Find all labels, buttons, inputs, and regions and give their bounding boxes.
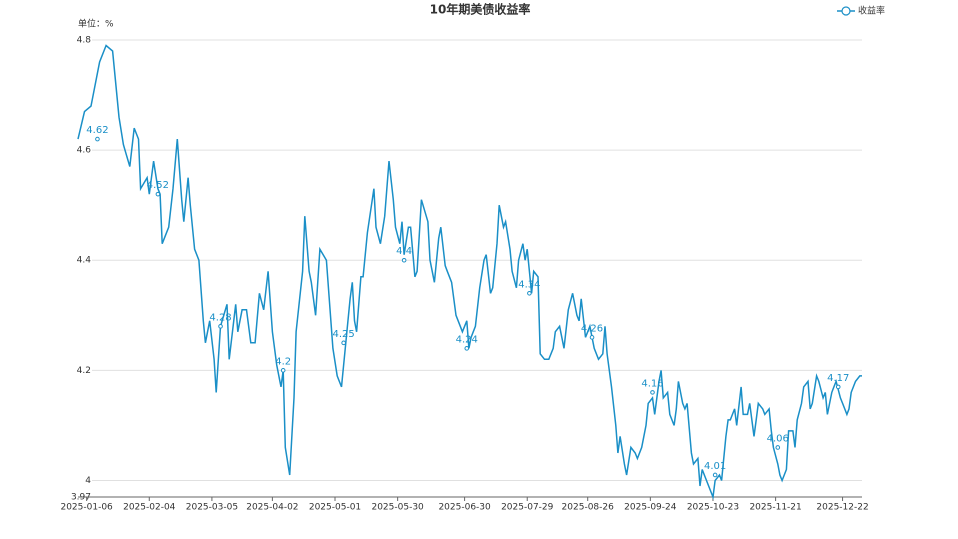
annotation-label: 4.26	[581, 323, 603, 334]
y-tick-label: 4.4	[77, 256, 92, 266]
annotation-marker	[650, 390, 655, 395]
annotation-marker	[280, 368, 286, 373]
x-tick-label: 2025-03-05	[186, 503, 238, 513]
annotation-label: 4.06	[767, 433, 789, 444]
annotation-marker	[589, 335, 595, 340]
line	[77, 44, 862, 500]
annotation-label: 4.52	[147, 180, 169, 191]
legend-label: 收益率	[858, 5, 885, 17]
annotation-marker	[401, 257, 407, 263]
x-tick-label: 2025-02-04	[123, 503, 176, 513]
annotation-marker	[95, 136, 100, 142]
x-tick-label: 2025-09-24	[624, 503, 677, 513]
annotation-marker	[712, 472, 718, 478]
unit-label: 单位：%	[78, 18, 114, 30]
x-tick-label: 2025-10-23	[687, 503, 739, 513]
annotation-label: 4.34	[518, 279, 540, 290]
chart-title: 10年期美债收益率	[430, 2, 531, 17]
annotation-label: 4.4	[396, 246, 412, 257]
x-tick-label: 2025-07-29	[501, 503, 554, 513]
annotation-marker	[835, 384, 841, 390]
x-tick-label: 2025-11-21	[749, 503, 801, 513]
annotation-label: 4.24	[456, 334, 478, 345]
y-tick-label: 4.6	[77, 146, 92, 156]
y-tick-label: 4.2	[77, 366, 91, 376]
annotation-label: 4.28	[209, 312, 231, 323]
x-tick-label: 2025-06-30	[438, 503, 491, 513]
x-tick-label: 2025-08-26	[562, 503, 615, 513]
annotation-marker	[464, 346, 470, 351]
y-tick-label: 4	[85, 476, 91, 486]
annotation-label: 4.2	[275, 356, 291, 367]
annotation-marker	[155, 191, 161, 197]
annotation-marker	[341, 340, 346, 346]
y-tick-label: 4.8	[77, 36, 92, 46]
annotation-label: 4.25	[333, 329, 355, 340]
annotation-label: 4.01	[704, 461, 726, 472]
annotation-label: 4.16	[641, 378, 663, 389]
x-tick-label: 2025-01-06	[60, 503, 113, 513]
x-tick-label: 2025-04-02	[246, 503, 298, 513]
legend-marker	[841, 6, 851, 16]
annotation-label: 4.17	[827, 373, 849, 384]
x-tick-label: 2025-12-22	[816, 503, 868, 513]
annotation-marker	[775, 445, 781, 450]
annotation-marker	[218, 324, 223, 329]
annotation-marker	[527, 290, 532, 296]
x-tick-label: 2025-05-01	[309, 503, 361, 513]
annotation-label: 4.62	[86, 125, 108, 136]
x-tick-label: 2025-05-30	[371, 503, 424, 513]
